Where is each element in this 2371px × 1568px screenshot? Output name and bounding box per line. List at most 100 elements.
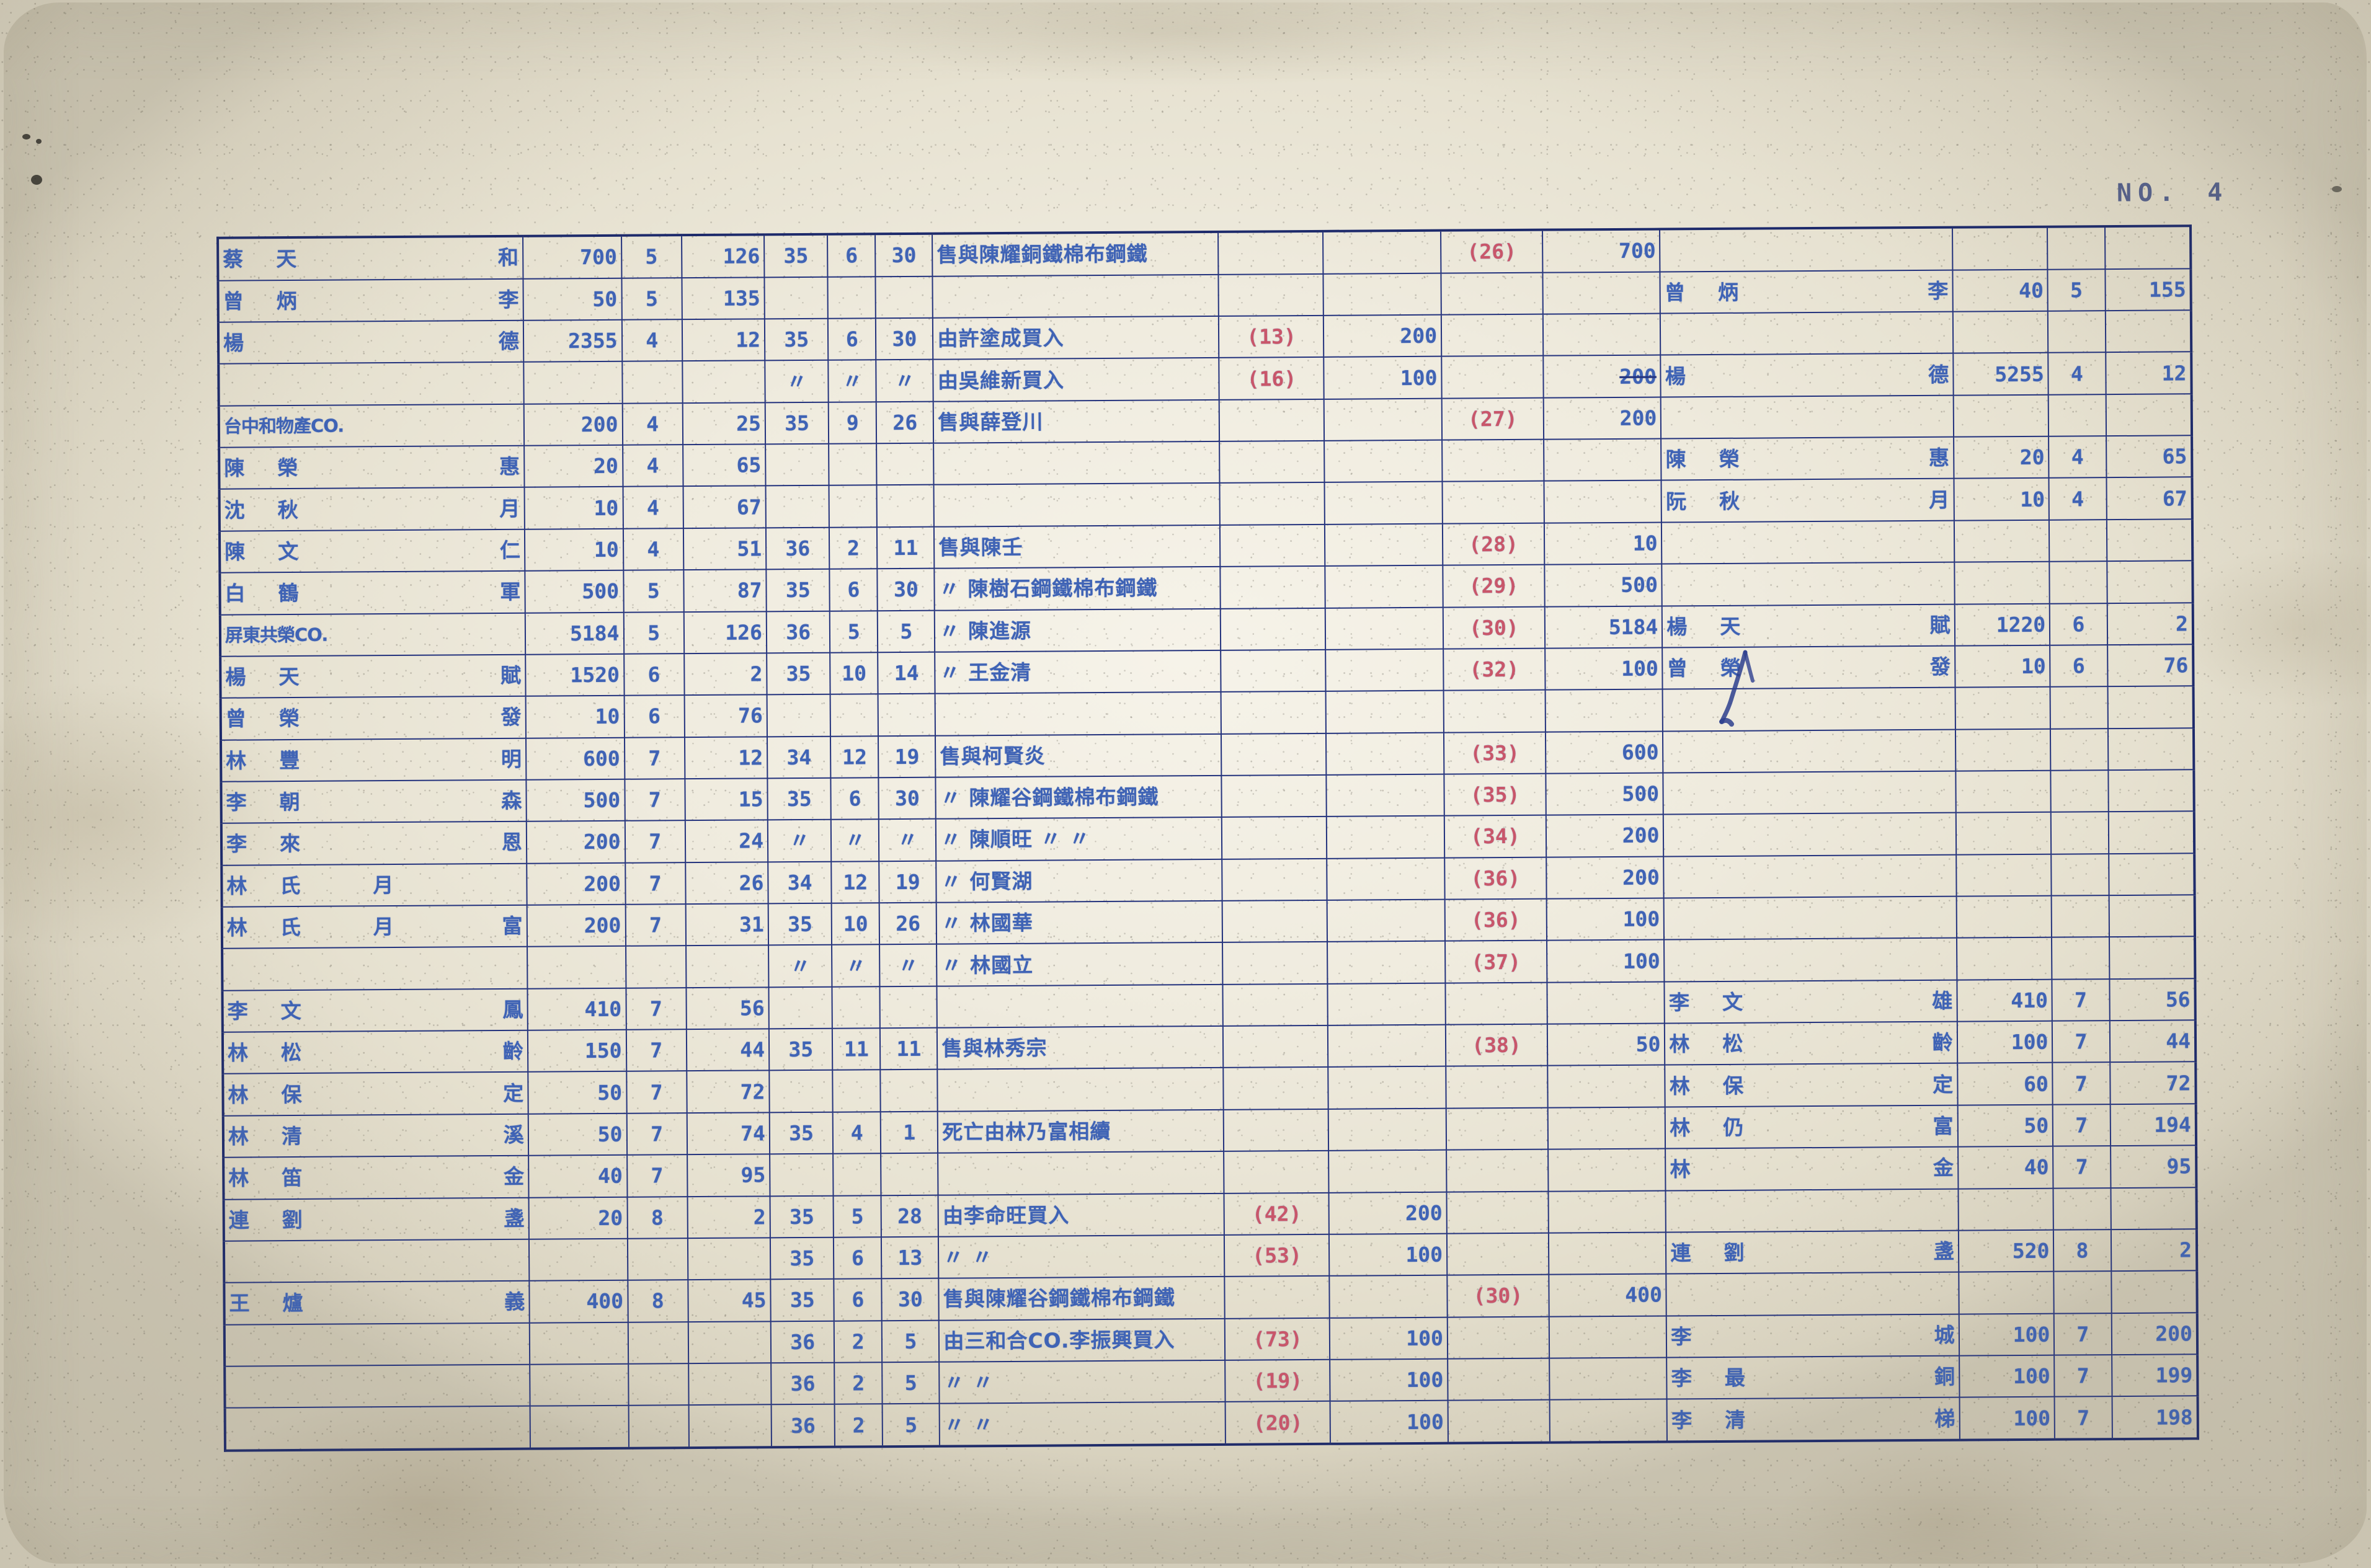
cell-ref-a: 7 [625, 820, 686, 863]
cell-ref-d [2105, 310, 2192, 353]
cell-ref-c: 7 [2052, 978, 2110, 1021]
cell-day [876, 485, 935, 528]
name-part [1719, 375, 1812, 376]
cell-red-seq-2 [1446, 1066, 1548, 1109]
name-part [277, 342, 370, 343]
cell-day: 〃 [876, 360, 934, 402]
cell-month: 6 [828, 318, 876, 361]
name-part: 來 [279, 831, 301, 856]
cell-name-right: 李清梯 [1666, 1397, 1960, 1442]
cell-ref-b: 12 [684, 736, 768, 779]
cell-ref-b: 2 [683, 653, 767, 696]
name-part: 德 [1928, 362, 1949, 387]
cell-name-right: 阮秋月 [1661, 479, 1954, 523]
cell-amount-mid-2 [1543, 438, 1661, 482]
cell-ref-a: 8 [627, 1280, 688, 1322]
cell-year: 35 [768, 903, 832, 946]
cell-amount-mid-1 [1328, 1066, 1446, 1109]
cell-ref-d [2104, 226, 2191, 269]
cell-year: 36 [765, 527, 830, 570]
cell-year: 〃 [765, 360, 829, 403]
ledger-table: 蔡天和 700 5 126 35 6 30 售與陳耀銅鐵棉布鋼鐵 (26) 700 曾炳李 50 5 13… [216, 224, 2199, 1451]
cell-name-left [223, 1239, 530, 1283]
cell-red-seq-1 [1222, 817, 1327, 859]
cell-day: 5 [878, 610, 935, 653]
cell-amount-mid-1 [1326, 732, 1444, 775]
cell-month [832, 1070, 881, 1112]
cell-amount-mid-2 [1547, 1065, 1666, 1108]
cell-name-left: 林氏月 [221, 863, 527, 907]
name-part [374, 1093, 480, 1094]
name-part: 林 [227, 1040, 249, 1065]
name-part [1815, 959, 1909, 960]
cell-amount-right [1952, 226, 2048, 270]
name-part: 林 [226, 748, 247, 773]
name-part: 恩 [501, 830, 522, 855]
cell-day: 5 [882, 1320, 940, 1363]
cell-red-seq-1 [1223, 1067, 1329, 1110]
cell-ref-d: 44 [2109, 1020, 2196, 1063]
cell-description [933, 483, 1221, 527]
name-part [372, 759, 478, 760]
name-part: 炳 [1717, 280, 1739, 304]
cell-month: 11 [832, 1028, 881, 1071]
cell-amount-left: 10 [524, 487, 623, 529]
cell-name-right [1663, 729, 1956, 773]
cell-year [769, 1070, 834, 1113]
cell-red-seq-1 [1218, 231, 1323, 275]
cell-amount-mid-2: 5184 [1544, 606, 1663, 649]
cell-red-seq-1 [1221, 774, 1327, 818]
cell-red-seq-2: (28) [1442, 523, 1545, 565]
cell-red-seq-2: (33) [1443, 732, 1546, 774]
cell-ref-c: 7 [2052, 1062, 2111, 1105]
cell-red-seq-1 [1224, 1276, 1330, 1319]
cell-description: 〃 〃 [938, 1234, 1225, 1278]
cell-ref-d [2107, 727, 2194, 771]
cell-day: 13 [881, 1236, 939, 1279]
cell-amount-mid-1 [1323, 230, 1441, 274]
name-part [1665, 334, 1718, 335]
cell-year [770, 1153, 834, 1196]
cell-amount-mid-1: 100 [1330, 1358, 1448, 1402]
cell-month: 6 [834, 1237, 882, 1279]
cell-ref-b: 51 [683, 528, 767, 570]
cell-ref-a [628, 1363, 689, 1406]
cell-amount-mid-1 [1327, 899, 1446, 942]
name-part: 最 [1724, 1365, 1745, 1391]
name-part [230, 1428, 283, 1429]
cell-amount-mid-2 [1547, 1148, 1666, 1192]
name-part: 陳 [1665, 447, 1686, 472]
cell-red-seq-1: (42) [1224, 1192, 1330, 1235]
cell-day [881, 1153, 938, 1195]
cell-day [876, 443, 934, 485]
name-part: 林 [1670, 1157, 1691, 1182]
name-part [1812, 374, 1905, 375]
cell-name-right: 連劉盞 [1666, 1230, 1959, 1274]
page-number-label: NO. 4 [2116, 178, 2228, 207]
cell-red-seq-1: (73) [1225, 1318, 1330, 1360]
cell-amount-right: 520 [1958, 1229, 2054, 1272]
cell-amount-left [527, 946, 626, 989]
cell-description [937, 1068, 1224, 1112]
cell-red-seq-2: (37) [1445, 941, 1547, 983]
cell-ref-b: 126 [683, 611, 767, 654]
cell-ref-a: 4 [623, 528, 684, 570]
cell-red-seq-1 [1222, 942, 1328, 985]
name-part: 松 [1722, 1032, 1743, 1056]
cell-name-right: 楊天賦 [1662, 604, 1955, 648]
cell-month: 10 [830, 652, 878, 694]
cell-amount-right: 60 [1957, 1063, 2053, 1105]
cell-red-seq-1 [1221, 691, 1327, 734]
cell-day: 〃 [879, 944, 937, 986]
cell-day: 14 [878, 652, 936, 694]
cell-description: 死亡由林乃富相續 [938, 1109, 1224, 1153]
name-part: 屏東共榮CO. [225, 624, 328, 646]
cell-red-seq-2 [1446, 1233, 1549, 1275]
name-part: 盞 [504, 1206, 525, 1231]
cell-name-right: 李文雄 [1664, 980, 1957, 1024]
cell-red-seq-1 [1222, 858, 1328, 901]
cell-ref-a [628, 1321, 688, 1364]
name-part: 義 [504, 1290, 525, 1314]
cell-month [830, 694, 879, 737]
cell-description: 由許塗成買入 [933, 316, 1219, 360]
